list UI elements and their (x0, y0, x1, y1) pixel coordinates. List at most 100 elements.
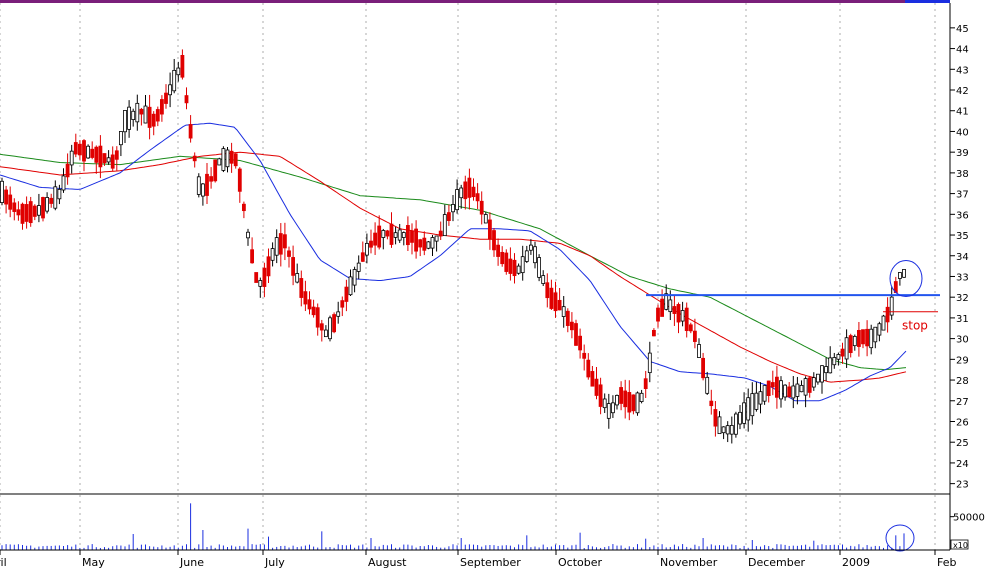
candle-body (221, 148, 226, 171)
candle-body (889, 296, 894, 316)
candle-body (16, 209, 21, 216)
y-tick-label: 41 (956, 107, 969, 118)
candle-body (295, 273, 300, 283)
candle-body (500, 251, 505, 265)
y-tick-label: 34 (956, 252, 969, 263)
candle-body (836, 354, 841, 360)
candle-body (840, 348, 845, 357)
x-tick-label: June (179, 556, 204, 569)
candle-body (430, 237, 435, 249)
candle-body (820, 365, 824, 383)
candle-body (787, 386, 792, 398)
candle-body (807, 377, 812, 393)
y-tick-label: 44 (956, 45, 969, 56)
candle-body (885, 306, 890, 323)
candle-body (328, 317, 332, 340)
candle-body (369, 240, 373, 248)
candle-body (734, 413, 738, 435)
candle-body (459, 187, 464, 199)
candle-body (37, 205, 41, 216)
volume-highlight-circle (885, 524, 915, 552)
candle-body (553, 292, 558, 312)
candle-body (647, 352, 652, 374)
candle-body (475, 193, 480, 202)
candle-body (291, 257, 296, 276)
candle-body (463, 181, 468, 200)
y-tick-label: 45 (956, 24, 969, 35)
candle-body (832, 357, 837, 366)
candle-body (619, 387, 623, 404)
candle-body (852, 335, 857, 347)
candle-body (434, 235, 439, 242)
candle-body (561, 306, 566, 317)
candle-body (721, 426, 726, 434)
candle-body (775, 376, 779, 398)
candle-body (114, 150, 119, 160)
candle-body (164, 92, 168, 104)
candlesticks (0, 49, 906, 444)
candle-body (865, 328, 869, 347)
candle-body (90, 148, 95, 158)
candle-body (209, 176, 214, 182)
candle-body (697, 344, 701, 358)
candle-body (574, 323, 578, 346)
x-tick-label: October (558, 556, 602, 569)
candle-body (32, 205, 37, 217)
candle-body (684, 307, 689, 332)
candle-body (410, 230, 414, 243)
candle-body (451, 204, 455, 213)
candle-body (770, 382, 775, 388)
candle-body (53, 186, 58, 209)
candle-body (504, 252, 509, 272)
x-tick-label: August (368, 556, 407, 569)
y-tick-label: 30 (956, 335, 969, 346)
candle-body (570, 321, 574, 331)
y-tick-label: 39 (956, 148, 969, 159)
top-right-bar (905, 0, 950, 3)
candle-body (360, 252, 365, 262)
y-tick-label: 33 (956, 272, 969, 283)
grid-lines (0, 3, 955, 550)
candle-body (725, 425, 730, 435)
candle-body (168, 84, 173, 96)
candle-body (205, 173, 209, 196)
candle-body (12, 202, 17, 212)
candle-body (418, 239, 423, 248)
candle-body (483, 214, 488, 224)
candle-body (172, 69, 177, 92)
candle-body (192, 155, 197, 162)
candle-body (479, 200, 484, 215)
candle-body (123, 110, 127, 133)
candle-body (254, 272, 259, 283)
candle-body (262, 267, 267, 287)
candle-body (139, 108, 144, 115)
y-tick-label: 37 (956, 190, 969, 201)
candle-body (627, 392, 632, 413)
candle-body (467, 177, 472, 198)
candle-body (754, 392, 759, 410)
candle-body (217, 158, 222, 166)
candle-body (533, 246, 537, 264)
candle-body (766, 380, 771, 396)
x-tick-label: ril (0, 556, 7, 569)
candle-body (414, 228, 419, 252)
candle-body (582, 352, 587, 359)
candle-body (344, 286, 349, 302)
candle-body (537, 257, 541, 278)
candle-body (779, 380, 783, 400)
candle-body (303, 291, 308, 305)
candle-body (336, 311, 341, 317)
candle-body (606, 403, 611, 419)
candle-body (61, 175, 66, 191)
candle-body (352, 269, 357, 286)
y-tick-label: 28 (956, 376, 969, 387)
candle-body (196, 176, 201, 195)
candle-body (274, 237, 279, 256)
candle-body (98, 145, 103, 168)
candle-body (41, 197, 45, 219)
candle-body (110, 154, 115, 169)
candle-body (873, 326, 878, 343)
candle-body (20, 203, 25, 224)
candle-body (393, 232, 398, 238)
